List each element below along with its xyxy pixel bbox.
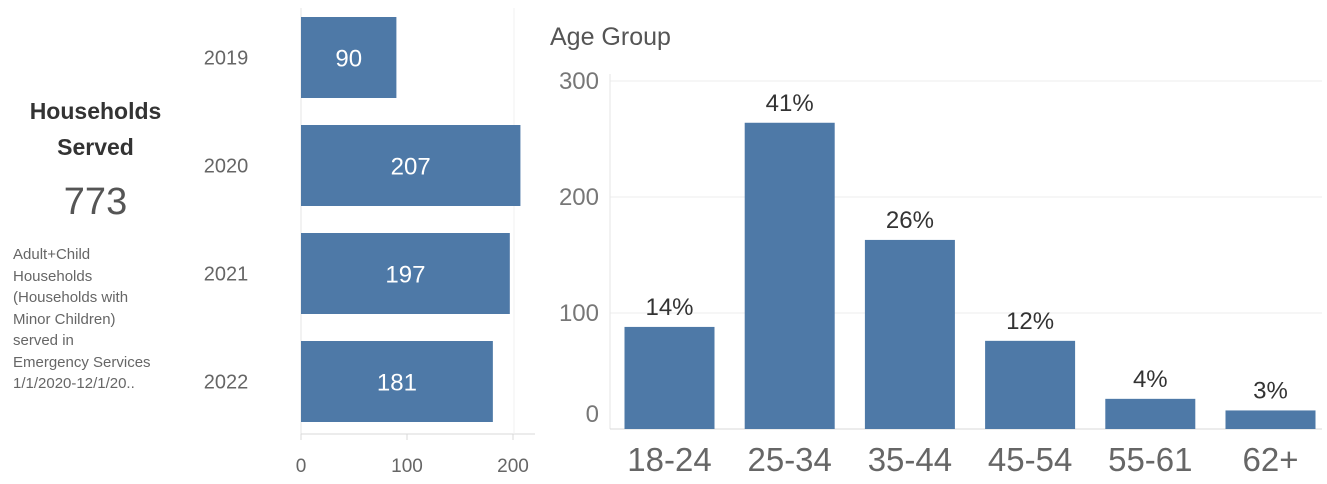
data-label: 3% <box>1253 377 1288 404</box>
y-tick-label: 300 <box>559 68 599 95</box>
data-label: 14% <box>645 294 693 321</box>
bar <box>301 233 510 314</box>
kpi-title-line1: Households <box>29 98 162 124</box>
data-label: 4% <box>1133 366 1168 393</box>
category-label: 62+ <box>1243 441 1299 478</box>
chart-title: Age Group <box>550 23 671 51</box>
kpi-description-line: Emergency Services <box>13 353 151 371</box>
bar <box>301 125 521 206</box>
bar <box>985 340 1076 429</box>
category-label: 18-24 <box>627 441 711 478</box>
bar <box>1105 398 1196 429</box>
data-label: 41% <box>766 90 814 117</box>
kpi-description-line: (Households with <box>13 289 129 306</box>
category-label: 35-44 <box>868 441 952 478</box>
bar <box>864 239 955 429</box>
category-label: 25-34 <box>747 441 831 478</box>
kpi-description-line: Adult+Child <box>13 246 91 263</box>
kpi-title-line2: Served <box>57 134 134 160</box>
category-label: 2022 <box>204 372 249 394</box>
x-tick-label: 200 <box>497 456 529 477</box>
category-label: 55-61 <box>1108 441 1192 478</box>
data-label: 207 <box>391 154 431 181</box>
data-label: 90 <box>335 46 362 73</box>
kpi-description: Adult+Child Households (Households with … <box>13 244 193 395</box>
x-tick-label: 0 <box>296 456 307 477</box>
kpi-description-line: Minor Children) <box>13 310 116 328</box>
category-label: 2021 <box>204 264 249 286</box>
kpi-description-line: Households <box>13 267 93 285</box>
bar <box>624 326 715 429</box>
data-label: 197 <box>385 262 425 289</box>
x-tick-label: 100 <box>391 456 423 477</box>
bar <box>1225 410 1316 429</box>
kpi-value: 773 <box>63 181 128 223</box>
category-label: 2020 <box>204 156 249 178</box>
y-tick-label: 200 <box>559 184 599 211</box>
category-label: 45-54 <box>988 441 1072 478</box>
data-label: 181 <box>377 370 417 397</box>
data-label: 26% <box>886 207 934 234</box>
data-label: 12% <box>1006 308 1054 335</box>
y-tick-label: 100 <box>559 300 599 327</box>
bar <box>301 341 493 422</box>
kpi-description-line: served in <box>13 332 74 349</box>
households-served-summary: Households Served 773 Adult+Child Househ… <box>0 0 190 484</box>
bar <box>744 122 835 429</box>
category-label: 2019 <box>204 48 249 70</box>
y-tick-label: 0 <box>586 401 599 428</box>
bar <box>301 17 397 98</box>
kpi-description-line: 1/1/2020-12/1/20.. <box>13 375 135 392</box>
